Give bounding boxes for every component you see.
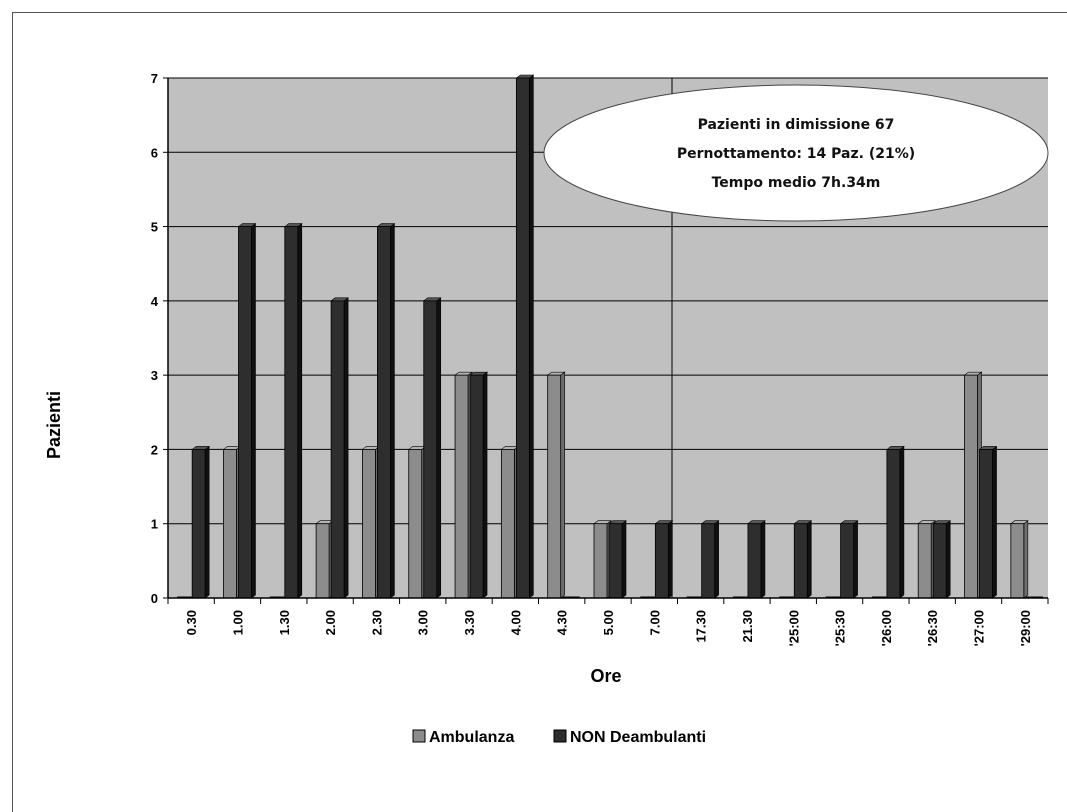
bar-ambulanza: [963, 371, 983, 599]
x-tick-label: '25:00: [786, 610, 801, 646]
bar-non-deambulanti: [422, 297, 442, 599]
x-tick-label: 7.00: [647, 610, 662, 635]
bar-non-deambulanti: [793, 520, 813, 599]
x-tick-label: 4.00: [508, 610, 523, 635]
legend: Ambulanza NON Deambulanti: [412, 729, 706, 746]
bar-non-deambulanti: [515, 74, 535, 599]
bar-ambulanza: [361, 445, 381, 599]
bar-non-deambulanti: [839, 520, 859, 599]
x-ticks: 0.30 1.00 1.30 2.00 2.30 3.00 3.30 4.00 4.30 5.00…: [167, 598, 1049, 646]
x-tick-label: '29:00: [1018, 610, 1033, 646]
x-tick-label: 3.00: [416, 610, 431, 635]
bar-ambulanza: [315, 520, 335, 599]
legend-swatch-ambulanza: [412, 729, 426, 743]
bar-ambulanza: [1009, 520, 1029, 599]
y-tick-label: 1: [151, 517, 158, 532]
y-tick-label: 4: [151, 294, 159, 309]
bar-non-deambulanti: [283, 222, 303, 599]
bar-non-deambulanti: [237, 222, 257, 599]
bar-ambulanza: [546, 371, 566, 599]
annotation-ellipse: [543, 84, 1049, 222]
x-tick-label: 3.30: [462, 610, 477, 635]
x-tick-label: 17.30: [694, 610, 709, 643]
y-tick-label: 0: [151, 591, 158, 606]
y-tick-label: 7: [151, 71, 158, 86]
x-tick-label: 2.00: [323, 610, 338, 635]
bar-ambulanza: [500, 445, 520, 599]
bar-non-deambulanti: [654, 520, 674, 599]
bar-non-deambulanti: [700, 520, 720, 599]
bar-non-deambulanti: [191, 445, 211, 599]
x-tick-label: 4.30: [555, 610, 570, 635]
annotation-line-1: Pazienti in dimissione 67: [698, 117, 895, 133]
x-tick-label: 1.00: [230, 610, 245, 635]
y-tick-label: 3: [151, 368, 158, 383]
x-tick-label: 0.30: [184, 610, 199, 635]
bar-non-deambulanti: [376, 222, 396, 599]
x-tick-label: '27:00: [972, 610, 987, 646]
bar-non-deambulanti: [978, 445, 998, 599]
bar-ambulanza: [593, 520, 612, 599]
x-tick-label: 2.30: [369, 610, 384, 635]
bar-non-deambulanti: [608, 520, 627, 599]
x-tick-label: '26:30: [925, 610, 940, 646]
legend-label-ambulanza: Ambulanza: [429, 729, 514, 746]
bar-non-deambulanti: [747, 520, 766, 599]
bar-ambulanza: [222, 445, 242, 599]
y-tick-label: 6: [151, 145, 158, 160]
y-axis-title: Pazienti: [44, 391, 64, 459]
annotation-line-2: Pernottamento: 14 Paz. (21%): [677, 146, 915, 162]
x-tick-label: '25:30: [833, 610, 848, 646]
annotation-line-3: Tempo medio 7h.34m: [712, 175, 881, 191]
bar-non-deambulanti: [932, 520, 952, 599]
x-tick-label: 1.30: [277, 610, 292, 635]
bar-non-deambulanti: [885, 445, 905, 599]
legend-label-non-deambulanti: NON Deambulanti: [570, 729, 706, 746]
legend-swatch-non-deambulanti: [553, 729, 567, 743]
x-tick-label: 5.00: [601, 610, 616, 635]
bar-non-deambulanti: [469, 371, 488, 599]
bar-ambulanza: [407, 445, 427, 599]
chart-frame: [12, 12, 1067, 812]
y-tick-label: 5: [151, 220, 158, 235]
x-axis-title: Ore: [590, 666, 621, 686]
bar-non-deambulanti: [330, 297, 350, 599]
y-ticks: 0 1 2 3 4 5 6 7: [151, 71, 168, 606]
axes: [167, 78, 1048, 599]
x-tick-label: '26:00: [879, 610, 894, 646]
annotation: Pazienti in dimissione 67 Pernottamento:…: [543, 84, 1049, 222]
bar-ambulanza: [454, 371, 473, 599]
bar-ambulanza: [917, 520, 937, 599]
y-tick-label: 2: [151, 442, 158, 457]
x-tick-label: 21.30: [740, 610, 755, 643]
